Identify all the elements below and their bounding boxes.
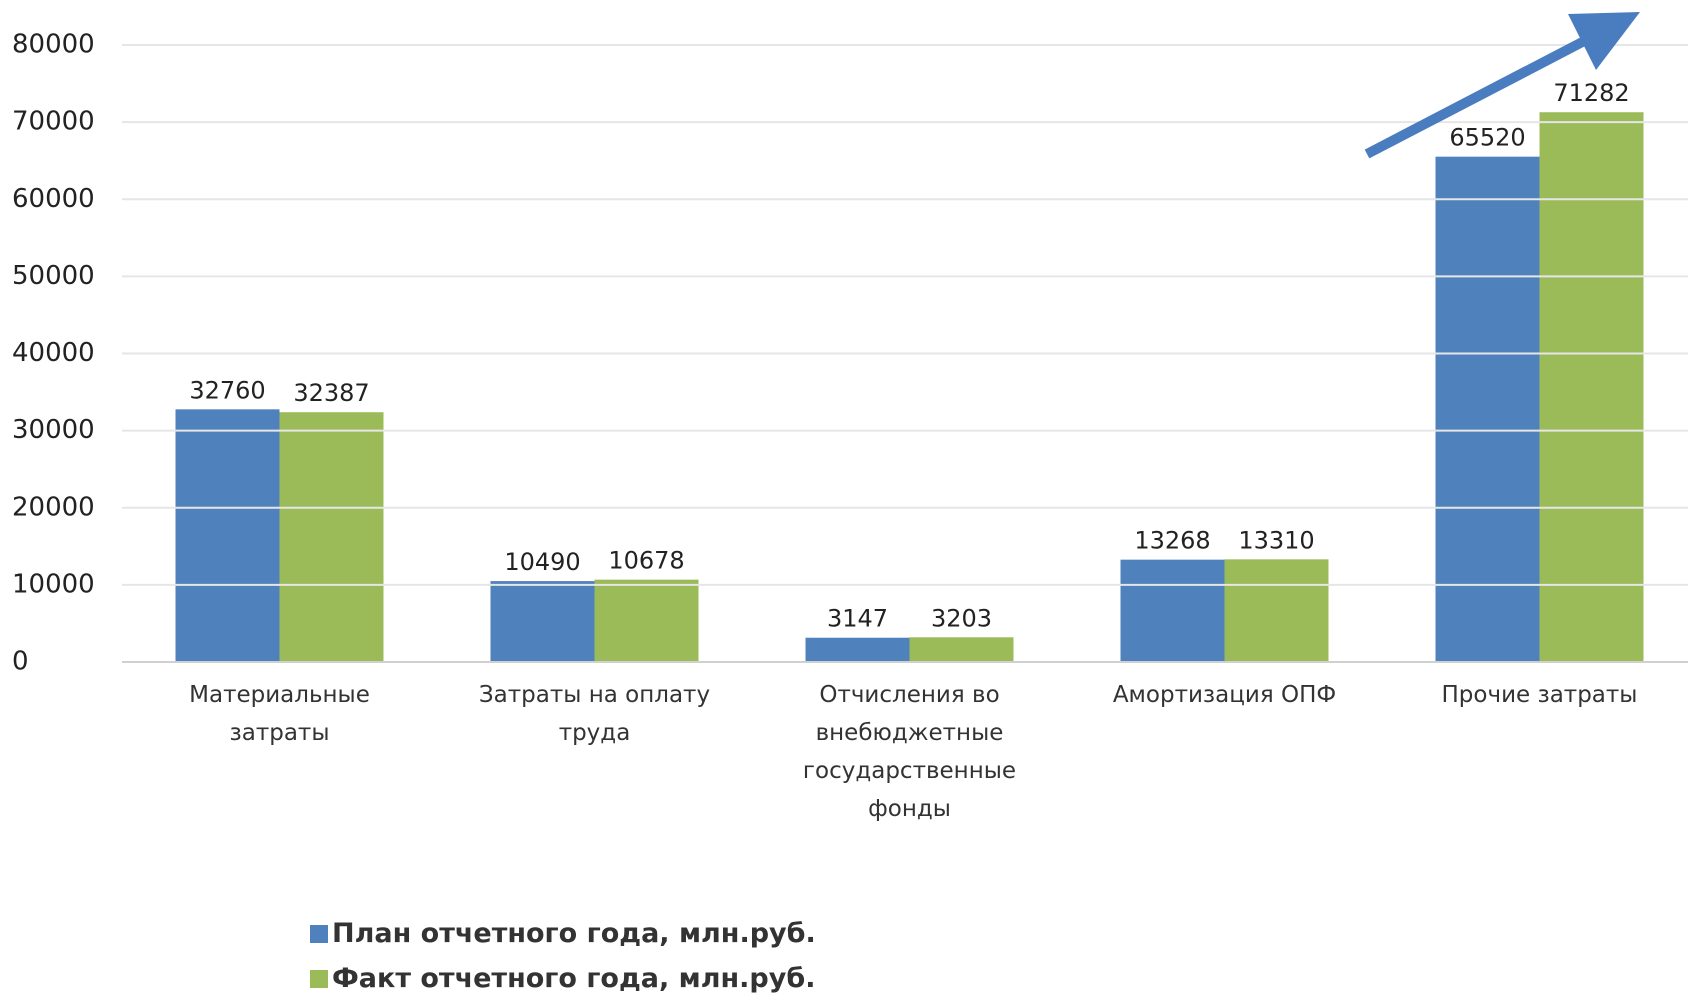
- legend-swatch: [310, 924, 328, 943]
- y-tick-label: 10000: [12, 569, 95, 599]
- y-tick-label: 20000: [12, 492, 95, 522]
- x-tick-label: Отчисления во внебюджетные государственн…: [802, 682, 1017, 822]
- legend-label: Факт отчетного года, млн.руб.: [332, 963, 816, 994]
- legend-item: Факт отчетного года, млн.руб.: [310, 963, 815, 994]
- bar: [1120, 559, 1225, 662]
- data-label: 3203: [931, 604, 992, 632]
- x-tick-label: Материальные затраты: [189, 682, 370, 746]
- data-label: 10678: [608, 547, 684, 575]
- bar: [490, 581, 595, 662]
- legend-item: План отчетного года, млн.руб.: [310, 918, 816, 949]
- data-label: 3147: [827, 605, 888, 633]
- x-tick-label: Прочие затраты: [1441, 682, 1638, 708]
- bar: [1539, 112, 1644, 663]
- y-tick-label: 0: [12, 647, 29, 677]
- data-label: 32387: [293, 379, 369, 407]
- bar: [1435, 156, 1540, 662]
- data-label: 65520: [1449, 124, 1525, 152]
- bar: [175, 409, 280, 662]
- y-tick-label: 40000: [12, 338, 95, 368]
- data-label: 32760: [189, 376, 265, 404]
- bar: [594, 579, 699, 662]
- data-label: 13268: [1134, 527, 1210, 555]
- bar: [909, 637, 1014, 662]
- data-label: 10490: [504, 548, 580, 576]
- bar: [1224, 559, 1329, 662]
- y-tick-label: 30000: [12, 415, 95, 445]
- y-tick-label: 50000: [12, 261, 95, 291]
- data-label: 71282: [1553, 79, 1629, 107]
- data-label: 13310: [1238, 526, 1314, 554]
- x-tick-label: Амортизация ОПФ: [1112, 682, 1337, 708]
- y-tick-label: 60000: [12, 184, 95, 214]
- bar: [805, 637, 910, 662]
- trend-arrow: [1364, 12, 1640, 159]
- legend-label: План отчетного года, млн.руб.: [332, 918, 816, 949]
- legend-swatch: [310, 969, 328, 988]
- bar: [279, 412, 384, 662]
- y-tick-label: 80000: [12, 30, 95, 60]
- y-tick-label: 70000: [12, 107, 95, 137]
- x-tick-label: Затраты на оплату труда: [478, 682, 711, 746]
